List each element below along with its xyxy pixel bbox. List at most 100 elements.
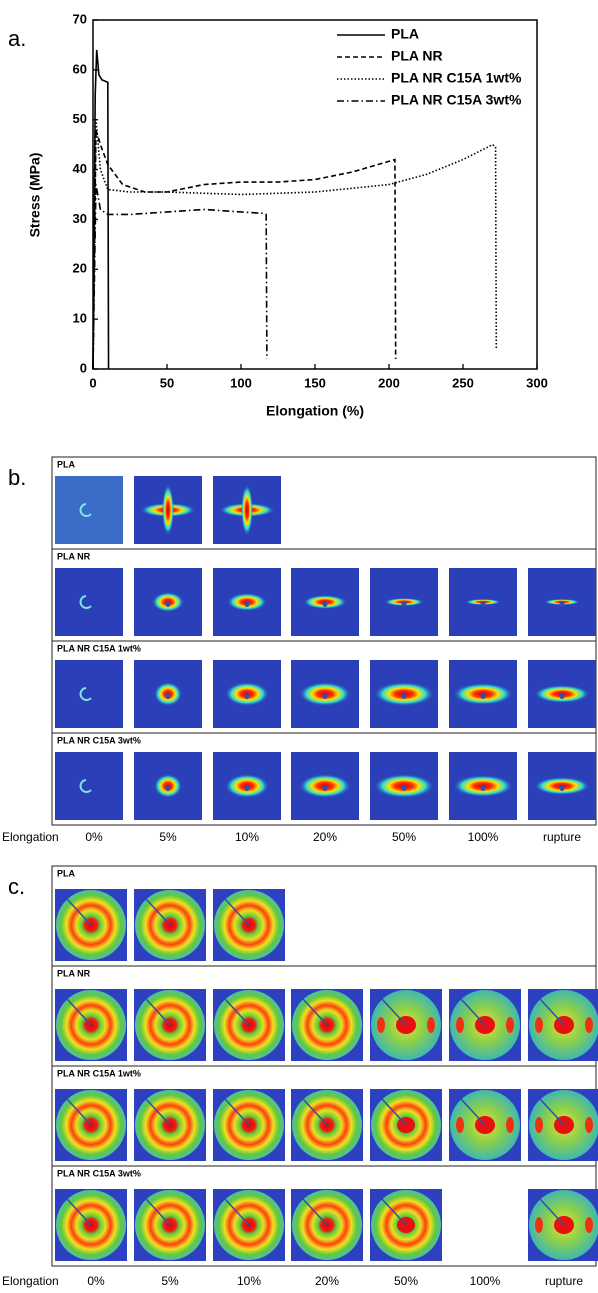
panel-label: b. — [8, 465, 26, 490]
x-tick-label: 200 — [378, 375, 400, 390]
beamstop — [224, 1098, 250, 1126]
row-label: PLA NR — [57, 968, 91, 978]
pattern — [401, 785, 407, 791]
y-tick-label: 40 — [73, 161, 87, 176]
axis-label: Elongation — [2, 830, 59, 844]
y-tick-label: 50 — [73, 111, 87, 126]
row-label: PLA NR C15A 3wt% — [57, 1168, 141, 1178]
beamstop — [145, 1098, 171, 1126]
column-label: 0% — [87, 1274, 105, 1288]
pattern — [559, 785, 565, 791]
pattern — [79, 779, 92, 793]
pattern — [480, 601, 486, 607]
legend-label: PLA NR C15A 3wt% — [391, 92, 522, 108]
pattern — [322, 693, 328, 699]
beamstop — [460, 998, 486, 1026]
row-label: PLA NR C15A 3wt% — [57, 735, 141, 745]
x-tick-label: 0 — [89, 375, 96, 390]
beamstop — [539, 1098, 565, 1126]
panel-label: c. — [8, 874, 25, 899]
column-label: rupture — [543, 830, 581, 844]
beamstop — [381, 1198, 407, 1226]
pattern — [559, 601, 565, 607]
beamstop — [381, 998, 407, 1026]
row-label: PLA NR C15A 1wt% — [57, 1068, 141, 1078]
pattern — [79, 687, 92, 701]
pattern — [401, 601, 407, 607]
pattern — [162, 484, 174, 536]
y-tick-label: 10 — [73, 311, 87, 326]
pattern — [456, 1117, 464, 1133]
x-tick-label: 100 — [230, 375, 252, 390]
pattern — [244, 693, 250, 699]
pattern — [506, 1017, 514, 1033]
beamstop — [539, 998, 565, 1026]
series-line — [92, 184, 268, 370]
row-label: PLA NR C15A 1wt% — [57, 643, 141, 653]
row-label: PLA — [57, 868, 76, 878]
beamstop — [145, 998, 171, 1026]
pattern — [79, 503, 92, 517]
pattern — [585, 1017, 593, 1033]
beamstop — [145, 898, 171, 926]
beamstop — [224, 898, 250, 926]
beamstop — [66, 1198, 92, 1226]
x-axis-label: Elongation (%) — [266, 403, 364, 419]
saxs-image — [55, 752, 123, 820]
y-tick-label: 0 — [80, 360, 87, 375]
column-label: 0% — [85, 830, 103, 844]
x-tick-label: 250 — [452, 375, 474, 390]
beamstop — [302, 1198, 328, 1226]
panel-c: c. PLA PLA NR PLA NR C15A 1wt% PLA NR C15A 3… — [2, 865, 598, 1288]
column-label: 10% — [235, 830, 259, 844]
column-label: 5% — [161, 1274, 179, 1288]
x-tick-label: 50 — [160, 375, 174, 390]
pattern — [244, 785, 250, 791]
column-label: 5% — [159, 830, 177, 844]
y-tick-label: 30 — [73, 211, 87, 226]
saxs-image — [55, 568, 123, 636]
pattern — [585, 1117, 593, 1133]
column-label: 100% — [468, 830, 499, 844]
beamstop — [66, 998, 92, 1026]
y-tick-label: 70 — [73, 11, 87, 26]
series-line — [92, 129, 397, 370]
beamstop — [66, 898, 92, 926]
beamstop — [224, 1198, 250, 1226]
beamstop — [145, 1198, 171, 1226]
saxs-image — [55, 476, 123, 544]
pattern — [535, 1017, 543, 1033]
row-label: PLA NR — [57, 551, 91, 561]
beamstop — [460, 1098, 486, 1126]
pattern — [456, 1017, 464, 1033]
column-label: 50% — [394, 1274, 418, 1288]
legend-label: PLA NR C15A 1wt% — [391, 70, 522, 86]
y-tick-label: 60 — [73, 61, 87, 76]
y-axis-label: Stress (MPa) — [27, 153, 43, 238]
column-label: 20% — [313, 830, 337, 844]
pattern — [79, 595, 92, 609]
pattern — [165, 601, 171, 607]
legend-label: PLA NR — [391, 48, 443, 64]
panel-label: a. — [8, 26, 26, 51]
pattern — [241, 484, 253, 536]
beamstop — [66, 1098, 92, 1126]
pattern — [585, 1217, 593, 1233]
pattern — [559, 693, 565, 699]
pattern — [480, 693, 486, 699]
column-label: rupture — [545, 1274, 583, 1288]
pattern — [535, 1117, 543, 1133]
pattern — [480, 785, 486, 791]
beamstop — [224, 998, 250, 1026]
pattern — [244, 601, 250, 607]
series-line — [92, 49, 110, 370]
row-label: PLA — [57, 459, 76, 469]
column-label: 50% — [392, 830, 416, 844]
beamstop — [381, 1098, 407, 1126]
pattern — [322, 785, 328, 791]
legend-label: PLA — [391, 26, 419, 42]
pattern — [401, 693, 407, 699]
column-label: 20% — [315, 1274, 339, 1288]
x-tick-label: 150 — [304, 375, 326, 390]
